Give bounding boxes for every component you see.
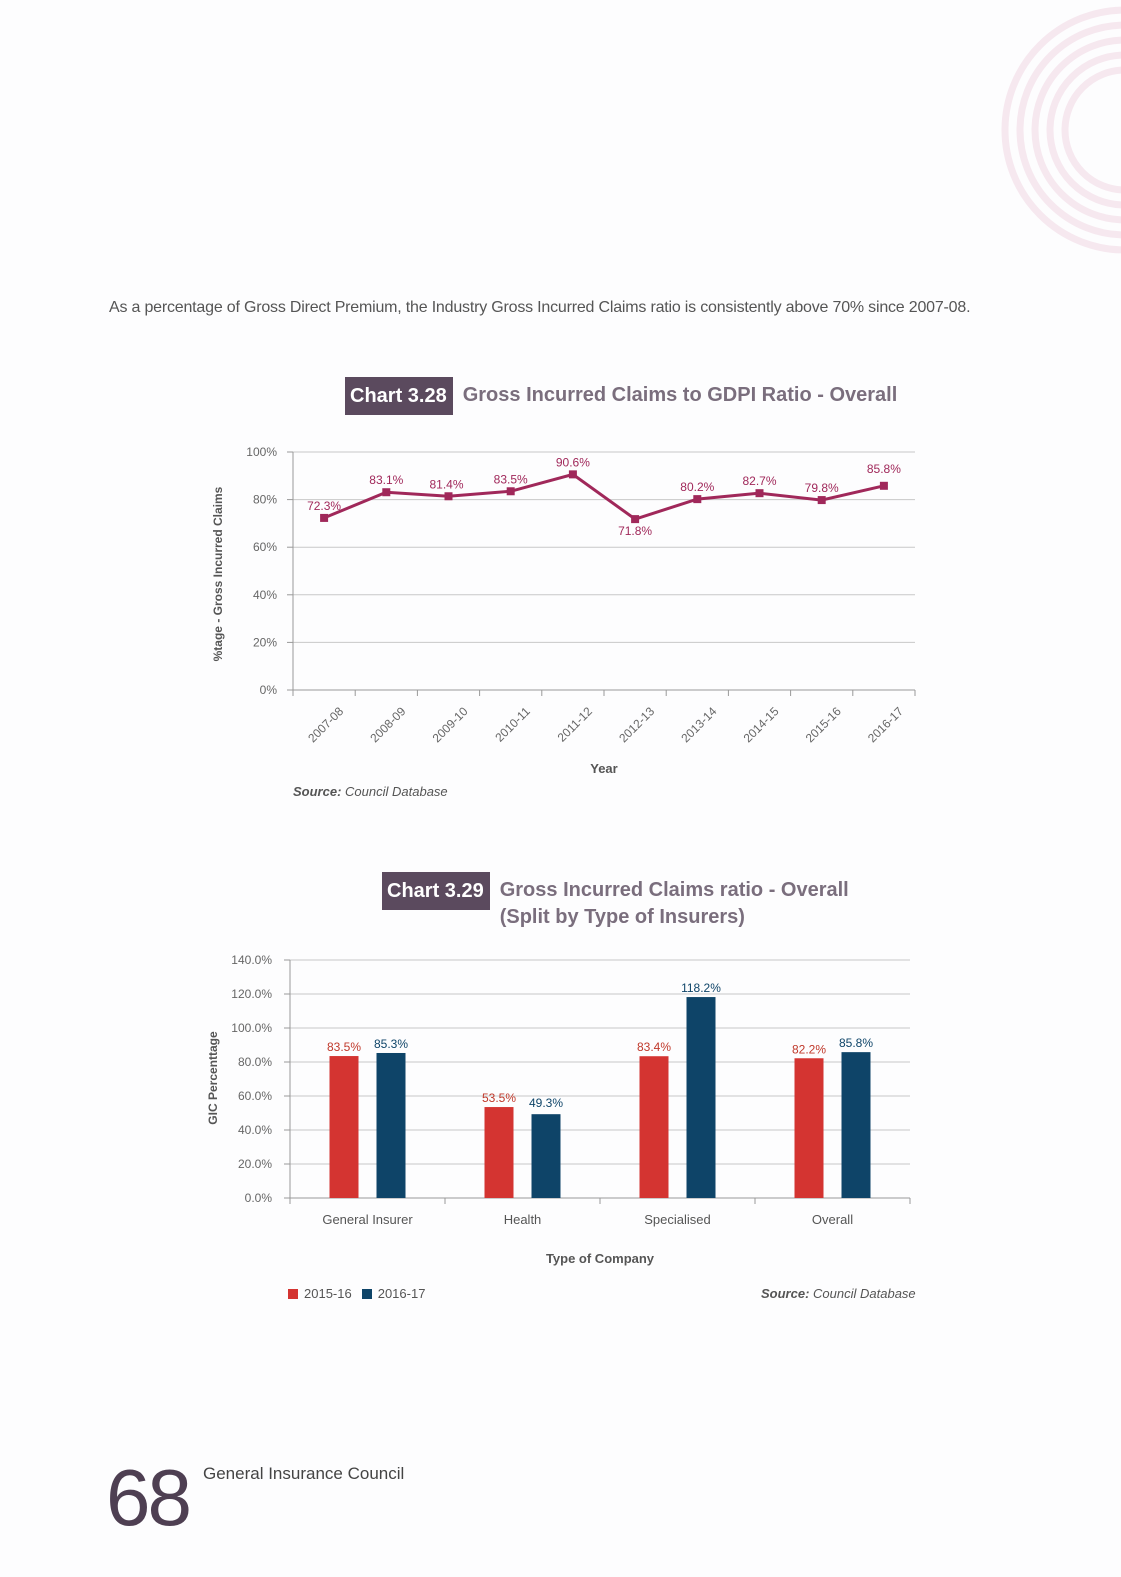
x-tick-label: General Insurer <box>322 1212 413 1227</box>
data-label: 81.4% <box>429 477 463 491</box>
y-tick-label: 100.0% <box>231 1021 272 1035</box>
intro-paragraph: As a percentage of Gross Direct Premium,… <box>109 299 971 316</box>
series-line <box>323 472 885 521</box>
data-point <box>755 489 764 498</box>
x-tick-label: 2014-15 <box>741 704 782 745</box>
y-tick-label: 40% <box>253 588 277 602</box>
data-label: 85.8% <box>867 462 901 476</box>
x-tick-label: Health <box>504 1212 542 1227</box>
legend-label: 2015-16 <box>304 1286 352 1301</box>
data-label: 90.6% <box>556 455 590 469</box>
data-point <box>506 487 515 496</box>
x-tick-label: 2016-17 <box>865 704 906 745</box>
footer-org-name: General Insurance Council <box>203 1464 405 1483</box>
data-label: 79.8% <box>805 481 839 495</box>
x-tick-label: Overall <box>812 1212 853 1227</box>
source-text: Council Database <box>813 1286 916 1301</box>
x-tick-label: 2011-12 <box>555 704 596 745</box>
data-label: 83.5% <box>494 472 528 486</box>
legend-swatch <box>361 1288 372 1299</box>
data-label: 118.2% <box>681 981 721 995</box>
x-tick-label: 2009-10 <box>430 704 471 745</box>
y-axis-title: GIC Percenttage <box>206 1031 220 1125</box>
legend-label: 2016-17 <box>377 1286 426 1301</box>
chart-3-28-source: Source: Council Database <box>293 784 448 799</box>
bar <box>376 1052 406 1198</box>
x-tick-label: 2013-14 <box>678 704 719 745</box>
data-point <box>817 496 826 505</box>
line-chart: 0% 20% 40% 60% 80% 100% 2007-08 2008-09 2009-10 2… <box>211 445 916 776</box>
source-text: Council Database <box>345 784 448 799</box>
bar <box>639 1056 669 1198</box>
y-tick-label: 100% <box>246 445 277 459</box>
data-label: 83.5% <box>327 1040 361 1054</box>
legend-item-2016-17: 2016-17 <box>361 1286 426 1301</box>
y-tick-label: 120.0% <box>231 987 272 1001</box>
chart-3-28-title: Chart 3.28 Gross Incurred Claims to GDPI… <box>345 377 897 415</box>
data-label: 82.2% <box>792 1042 826 1056</box>
bar <box>794 1058 824 1198</box>
y-tick-label: 20% <box>253 635 277 649</box>
x-axis-title: Year <box>590 761 617 776</box>
y-tick-label: 140.0% <box>231 953 272 967</box>
data-label: 72.3% <box>307 499 341 513</box>
y-tick-label: 40.0% <box>238 1123 272 1137</box>
data-label: 83.4% <box>637 1040 671 1054</box>
x-tick-label: Specialised <box>644 1212 711 1227</box>
bar <box>484 1107 514 1198</box>
data-label: 80.2% <box>680 480 714 494</box>
y-tick-label: 20.0% <box>238 1157 272 1171</box>
page-number: 68 <box>106 1453 192 1542</box>
x-tick-label: 2007-08 <box>305 704 346 745</box>
bar-chart: 0.0% 20.0% 40.0% 60.0% 80.0% 100.0% 120.0% 140.… <box>206 953 911 1266</box>
data-point <box>382 488 391 497</box>
data-label: 49.3% <box>529 1096 563 1110</box>
data-point <box>568 470 577 479</box>
x-tick-label: 2008-09 <box>367 704 408 745</box>
data-point <box>693 495 702 504</box>
y-axis-title: %tage - Gross Incurred Claims <box>211 486 225 661</box>
x-tick-label: 2010-11 <box>492 704 533 745</box>
decorative-arcs <box>1001 6 1121 254</box>
chart-tag: Chart 3.29 <box>382 872 490 910</box>
data-point <box>444 492 453 501</box>
chart-3-29-source: Source: Council Database <box>761 1286 916 1301</box>
y-tick-label: 80.0% <box>238 1055 272 1069</box>
source-label: Source: <box>761 1286 810 1301</box>
bar <box>531 1114 561 1198</box>
source-label: Source: <box>293 784 342 799</box>
chart-3-29-title: Chart 3.29 Gross Incurred Claims ratio -… <box>382 872 849 931</box>
data-point <box>320 513 329 522</box>
x-tick-label: 2012-13 <box>616 704 657 745</box>
legend-item-2015-16: 2015-16 <box>288 1286 352 1301</box>
chart-tag: Chart 3.28 <box>345 377 453 415</box>
data-label: 53.5% <box>482 1091 516 1105</box>
chart-name: Gross Incurred Claims to GDPI Ratio - Ov… <box>462 384 898 406</box>
chart-legend: 2015-16 2016-17 <box>288 1286 435 1301</box>
chart-name: Gross Incurred Claims ratio - Overall (Sp… <box>500 872 849 931</box>
x-axis-title: Type of Company <box>546 1251 655 1266</box>
y-tick-label: 0% <box>260 683 278 697</box>
data-label: 85.3% <box>374 1037 408 1051</box>
y-tick-label: 60% <box>253 540 277 554</box>
y-tick-label: 60.0% <box>238 1089 272 1103</box>
bar <box>329 1056 359 1198</box>
data-label: 85.8% <box>839 1036 873 1050</box>
data-label: 71.8% <box>618 524 652 538</box>
y-tick-label: 0.0% <box>245 1191 273 1205</box>
chart-name-line2: (Split by Type of Insurers) <box>499 906 745 928</box>
y-tick-label: 80% <box>253 493 277 507</box>
bar <box>841 1052 871 1198</box>
legend-swatch <box>288 1288 298 1299</box>
x-tick-label: 2015-16 <box>803 704 844 745</box>
chart-name-line1: Gross Incurred Claims ratio - Overall <box>499 879 849 901</box>
bar <box>686 997 716 1198</box>
data-label: 82.7% <box>742 474 776 488</box>
data-point <box>631 515 640 524</box>
data-label: 83.1% <box>369 473 403 487</box>
data-point <box>879 481 888 490</box>
